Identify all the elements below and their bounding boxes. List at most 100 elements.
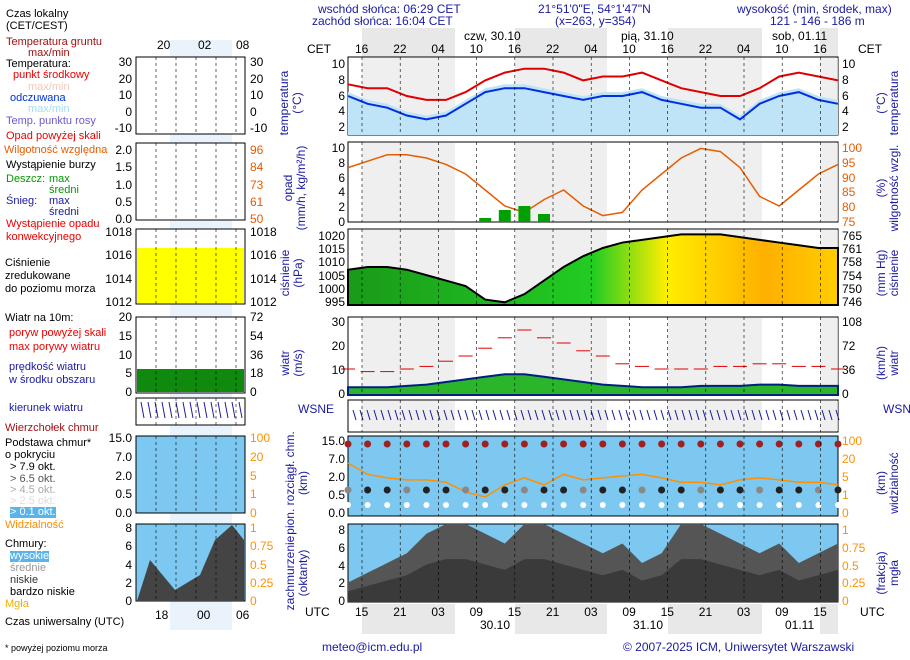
wind-arrow	[590, 409, 595, 421]
cloud-base-dot	[579, 486, 587, 494]
y-tick-left: 1015	[318, 242, 345, 257]
cloud-base-dot	[403, 486, 411, 494]
mini-y-tick-left: 1.5	[115, 160, 132, 175]
wind-arrow	[569, 409, 574, 421]
legend-o79: > 7.9 okt.	[10, 461, 56, 473]
mini-y-tick-right: 30	[250, 55, 264, 69]
cloud-base-dot	[501, 502, 508, 508]
cloud-top-dot	[462, 440, 470, 448]
mini-y-tick-right: 100	[250, 431, 271, 445]
night-band	[820, 143, 838, 221]
mini-y-tick-right: 20	[250, 449, 264, 464]
legend-mid: średnie	[10, 562, 47, 574]
legend-wind: Wiatr na 10m:	[5, 312, 74, 324]
legend-snow: Śnieg:	[6, 195, 38, 207]
cloud-top-dot	[501, 440, 509, 448]
mini-y-tick-right: 18	[250, 366, 264, 381]
mini-y-tick-left: -10	[114, 121, 132, 135]
wind-arrow	[604, 409, 609, 421]
cloud-base-dot	[423, 502, 430, 508]
wind-arrow	[821, 409, 826, 421]
mini-cet-tick: 08	[236, 38, 250, 52]
cloud-base-dot	[697, 502, 704, 508]
wind-arrow	[394, 409, 399, 421]
wind-arrow	[646, 409, 651, 421]
y-tick-right: 0.75	[842, 540, 866, 555]
mini-y-tick-left: 0	[125, 104, 132, 119]
mini-y-tick-left: 4	[125, 557, 132, 572]
mini-y-tick-right: 5	[250, 468, 257, 483]
wind-arrow	[793, 409, 798, 421]
axis-label-wind: wiatr (m/s)	[278, 349, 305, 377]
legend-wind-dir: kierunek wiatru	[9, 402, 83, 414]
contact-email[interactable]: meteo@icm.edu.pl	[322, 640, 423, 654]
mini-y-tick-right: 1	[250, 487, 257, 502]
mini-y-tick-right: 0.25	[250, 575, 274, 590]
mini-utc-tick: 18	[155, 608, 169, 622]
night-band-footer	[362, 604, 455, 634]
cloud-base-dot	[835, 502, 841, 508]
cloud-base-dot	[736, 486, 744, 494]
mini-y-tick-right: 54	[250, 328, 264, 343]
wind-arrow	[513, 409, 518, 421]
mini-y-tick-left: 1014	[105, 271, 132, 286]
cloud-base-dot	[501, 486, 509, 494]
utc-tick: 15	[507, 605, 522, 619]
cloud-top-dot	[677, 440, 685, 448]
legend-press2: zredukowane	[5, 270, 71, 282]
wind-arrow	[387, 409, 392, 421]
legend-vlow: bardzo niskie	[10, 586, 75, 598]
wind-arrow	[758, 409, 763, 421]
mini-y-tick-left: 0.0	[115, 212, 132, 226]
elevation-values: 121 - 146 - 186 m	[770, 14, 865, 28]
mini-utc-tick: 06	[236, 608, 250, 622]
wind-arrow	[660, 409, 665, 421]
wind-arrow	[730, 409, 735, 421]
y-tick-right: 6	[842, 88, 849, 103]
cloud-base-dot	[618, 486, 626, 494]
mini-wind-arrow	[147, 401, 152, 419]
wind-arrow	[814, 409, 819, 421]
mini-wind-arrow	[175, 401, 180, 419]
mini-y-tick-right: 1016	[250, 248, 277, 263]
mini-panel-temp	[135, 56, 246, 135]
wind-arrow	[366, 409, 371, 421]
mini-y-tick-left: 15.0	[108, 431, 132, 445]
mini-cloud-area	[137, 525, 244, 601]
legend-cloud-base: Podstawa chmur*	[5, 437, 92, 449]
cet-label: CET	[858, 42, 882, 56]
cloud-top-dot	[736, 440, 744, 448]
wind-arrow	[527, 409, 532, 421]
pressure-area	[347, 233, 839, 306]
wind-arrow	[667, 409, 672, 421]
precip-bar	[518, 206, 531, 222]
mini-y-tick-left: 0.0	[115, 506, 132, 520]
mini-y-tick-right: 1014	[250, 271, 277, 286]
y-tick-right: 90	[842, 170, 856, 185]
y-tick-right: 0	[842, 594, 849, 608]
wind-arrow	[520, 409, 525, 421]
wind-arrow	[422, 409, 427, 421]
mini-y-tick-right: 50	[250, 212, 264, 226]
night-band-header	[820, 28, 838, 58]
mini-y-tick-right: 0	[250, 594, 257, 608]
cloud-base-dot	[658, 486, 666, 494]
legend-utc-time: Czas uniwersalny (UTC)	[5, 616, 125, 628]
wind-arrow	[632, 409, 637, 421]
wind-arrow	[506, 409, 511, 421]
legend-clouds: Chmury:	[5, 538, 47, 550]
cloud-base-dot	[716, 486, 724, 494]
mini-y-tick-right: 73	[250, 177, 264, 192]
legend-gust-max: max porywy wiatru	[9, 341, 101, 353]
cloud-top-dot	[520, 440, 528, 448]
grid-point: (x=263, y=354)	[555, 14, 636, 28]
mini-y-tick-right: 1018	[250, 225, 277, 239]
cet-tick: 04	[431, 42, 445, 56]
cloud-base-dot	[639, 502, 645, 508]
wind-arrow	[800, 409, 805, 421]
wind-arrow	[681, 409, 686, 421]
legend-conv2: konwekcyjnego	[6, 231, 82, 243]
mini-y-tick-left: 15	[118, 328, 132, 343]
night-band-header	[362, 28, 455, 58]
